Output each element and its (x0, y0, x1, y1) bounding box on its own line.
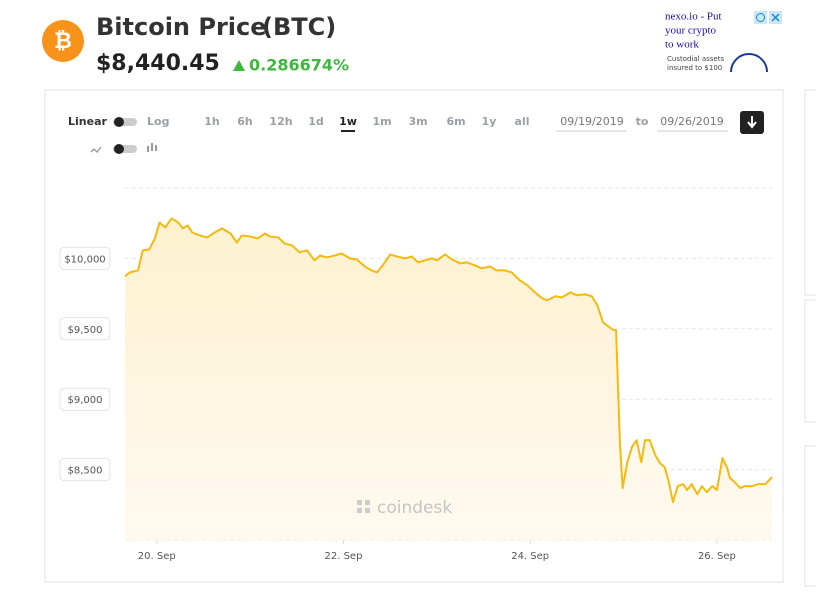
price: $8,440.45 (96, 51, 220, 76)
ad-text[interactable]: your crypto (665, 25, 717, 37)
x-tick-label: 26. Sep (698, 551, 736, 562)
ad-fine: insured to $100 (667, 64, 722, 72)
side-panel (804, 89, 816, 296)
x-tick-label: 20. Sep (138, 551, 176, 562)
ad[interactable]: nexo.io - Put your crypto to work Custod… (665, 11, 782, 73)
range-button[interactable]: 6h (237, 115, 253, 128)
watermark-text: coindesk (377, 498, 452, 518)
ad-info[interactable] (754, 11, 767, 24)
info-i (756, 13, 765, 22)
side-panel (804, 445, 816, 587)
range-button[interactable]: 3m (408, 115, 427, 128)
title: Bitcoin Price (96, 13, 267, 41)
y-tick-box (59, 246, 111, 270)
date-from[interactable]: 09/19/2019 (560, 115, 623, 128)
range-buttons: 1h 6h 12h 1d 1w 1m 3m 6m 1y all (204, 115, 530, 132)
range-button[interactable]: 1d (308, 115, 324, 128)
range-button[interactable]: 1m (372, 115, 391, 128)
y-tick-label: $9,500 (68, 325, 103, 336)
logo-dot (357, 508, 362, 513)
ad-logo (730, 53, 768, 73)
toggle-knob (114, 144, 124, 154)
date-to[interactable]: 09/26/2019 (660, 115, 723, 128)
scale-log[interactable]: Log (147, 115, 169, 128)
y-tick-box (59, 458, 111, 482)
btc-icon (42, 20, 84, 62)
close-x (771, 13, 780, 22)
range-button[interactable]: 1w (339, 115, 357, 128)
change: 0.286674% (249, 56, 349, 75)
x-tick-label: 22. Sep (324, 551, 362, 562)
ticker: (BTC) (262, 13, 336, 41)
range-button[interactable]: 6m (446, 115, 465, 128)
y-tick-label: $9,000 (68, 395, 103, 406)
x-tick-label: 24. Sep (511, 551, 549, 562)
ad-fine: Custodial assets (667, 55, 724, 63)
y-tick-label: $10,000 (64, 254, 105, 265)
logo-dot (357, 500, 362, 505)
range-button[interactable]: 1h (204, 115, 220, 128)
candle-icon[interactable] (147, 143, 157, 152)
range-button[interactable]: 1y (482, 115, 497, 128)
logo-dot (365, 508, 370, 513)
line-icon[interactable] (90, 146, 102, 153)
up-arrow (233, 60, 245, 71)
y-tick-label: $8,500 (68, 466, 103, 477)
download-icon (747, 116, 757, 129)
plot: $8,500 $9,000 $9,500 $10,000 20. Sep 22. Sep 2… (59, 187, 773, 562)
range-button[interactable]: 12h (269, 115, 292, 128)
side-panel (804, 299, 816, 423)
btc-symbol: ₿ (54, 29, 72, 54)
to-label: to (636, 115, 649, 128)
ad-text[interactable]: nexo.io - Put (665, 11, 722, 23)
watermark: coindesk (357, 498, 452, 518)
area (125, 218, 772, 541)
range-button[interactable]: all (515, 115, 530, 128)
toggle-knob (114, 117, 124, 127)
y-tick-box (59, 387, 111, 411)
scale-linear[interactable]: Linear (68, 115, 107, 128)
price-line (124, 217, 773, 503)
logo-dot (365, 500, 370, 505)
y-tick-box (59, 317, 111, 341)
ad-text[interactable]: to work (665, 39, 699, 51)
